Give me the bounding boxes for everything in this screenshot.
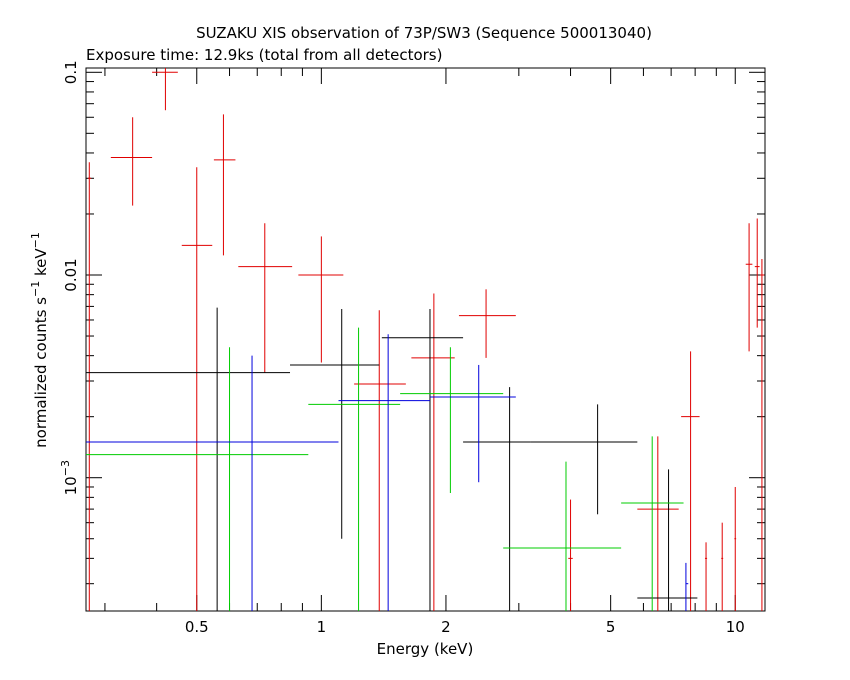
x-axis-label: Energy (keV) — [377, 640, 474, 658]
data-point — [400, 347, 504, 494]
data-point — [745, 223, 753, 352]
x-tick-label: 0.5 — [185, 618, 209, 636]
chart-title: SUZAKU XIS observation of 73P/SW3 (Seque… — [196, 24, 652, 42]
data-point — [429, 364, 516, 483]
data-point — [721, 522, 724, 611]
data-point — [354, 310, 406, 611]
plot-frame — [85, 67, 766, 612]
data-point — [381, 308, 464, 611]
chart-subtitle: Exposure time: 12.9ks (total from all de… — [86, 46, 442, 64]
y-tick-label-exponent: −3 — [59, 460, 72, 476]
y-axis-label-exponent-2: −1 — [29, 232, 42, 248]
data-point — [86, 355, 339, 611]
data-point — [411, 293, 455, 611]
y-axis-label-main: normalized counts s — [32, 297, 50, 448]
data-point — [110, 117, 153, 206]
data-point — [152, 68, 178, 111]
x-tick-label: 2 — [441, 618, 451, 636]
x-tick-label: 1 — [317, 618, 327, 636]
data-point — [238, 223, 293, 373]
data-point — [704, 542, 708, 611]
axis-ticks — [86, 68, 765, 611]
data-point — [637, 469, 698, 611]
y-tick-label: 0.1 — [62, 60, 80, 84]
data-point — [754, 218, 760, 328]
data-point — [458, 289, 516, 358]
data-point — [734, 486, 737, 611]
data-point — [568, 499, 573, 611]
data-point — [681, 351, 700, 611]
data-point — [760, 258, 765, 611]
y-axis-label-exponent-1: −1 — [29, 281, 42, 297]
data-point — [685, 562, 689, 611]
data-point — [86, 307, 291, 611]
data-point — [338, 334, 430, 611]
spectrum-series — [86, 334, 689, 611]
data-series — [86, 68, 765, 611]
spectrum-series — [87, 68, 765, 611]
y-tick-label: 0.01 — [62, 258, 80, 291]
y-axis-label: normalized counts s−1 keV−1 — [29, 232, 50, 448]
y-tick-label-base: 0.01 — [62, 258, 80, 291]
data-point — [463, 387, 531, 611]
spectrum-series — [86, 307, 698, 611]
data-point — [87, 162, 92, 611]
data-point — [290, 308, 380, 539]
data-point — [86, 347, 309, 611]
y-tick-label: 10−3 — [59, 460, 80, 495]
y-tick-label-base: 0.1 — [62, 60, 80, 84]
y-tick-label-base: 10 — [62, 476, 80, 495]
data-point — [298, 236, 344, 363]
x-tick-label: 5 — [606, 618, 616, 636]
data-point — [308, 327, 401, 611]
data-point — [530, 404, 638, 515]
data-point — [637, 436, 679, 611]
spectrum-series — [86, 327, 684, 611]
data-point — [503, 461, 622, 611]
x-tick-label: 10 — [726, 618, 745, 636]
data-point — [621, 436, 684, 611]
y-axis-label-mid: keV — [32, 248, 50, 281]
data-point — [213, 114, 236, 256]
data-point — [181, 167, 213, 611]
